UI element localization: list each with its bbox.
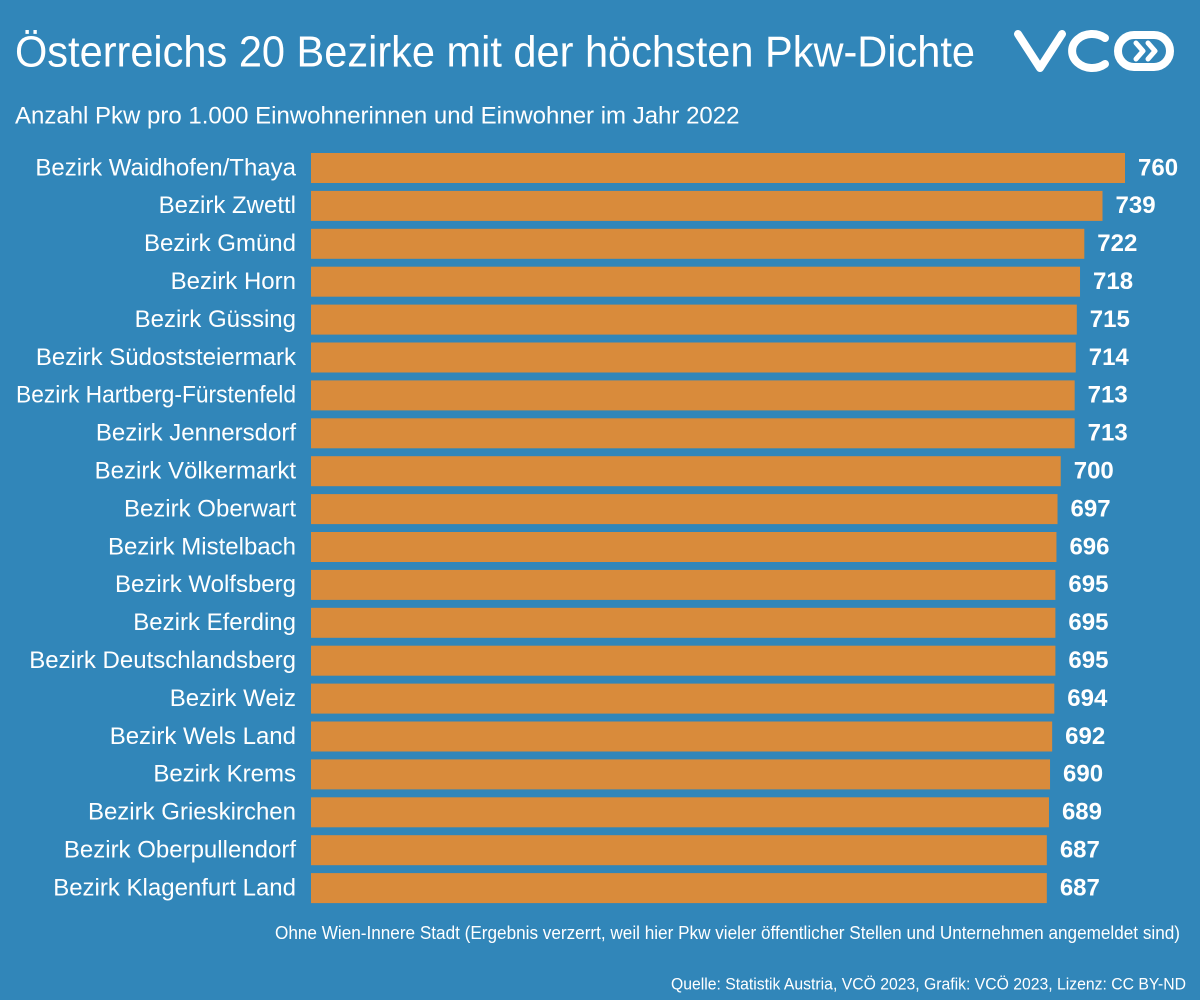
bar [311, 153, 1125, 183]
category-label: Bezirk Deutschlandsberg [29, 647, 296, 674]
bar [311, 342, 1076, 373]
value-label: 718 [1093, 268, 1133, 295]
value-label: 713 [1088, 382, 1128, 409]
bar [311, 797, 1049, 828]
category-label: Bezirk Zwettl [159, 192, 296, 219]
category-label: Bezirk Eferding [133, 609, 296, 636]
bar [311, 873, 1047, 904]
category-label: Bezirk Hartberg-Fürstenfeld [16, 382, 296, 409]
category-label: Bezirk Südoststeiermark [36, 344, 297, 371]
category-label: Bezirk Grieskirchen [88, 799, 296, 826]
category-label: Bezirk Weiz [170, 685, 296, 712]
category-label: Bezirk Klagenfurt Land [53, 874, 296, 901]
value-label: 687 [1060, 874, 1100, 901]
value-label: 760 [1138, 154, 1178, 181]
bar [311, 569, 1056, 600]
value-label: 715 [1090, 306, 1130, 333]
value-label: 739 [1116, 192, 1156, 219]
bar [311, 190, 1103, 221]
source: Quelle: Statistik Austria, VCÖ 2023, Gra… [671, 974, 1186, 993]
bar [311, 532, 1057, 562]
bar [311, 304, 1077, 335]
bar [311, 380, 1075, 411]
value-label: 700 [1074, 458, 1114, 485]
bar [311, 645, 1056, 676]
category-label: Bezirk Güssing [135, 306, 296, 333]
value-label: 687 [1060, 837, 1100, 864]
category-label: Bezirk Oberpullendorf [64, 837, 296, 864]
bar [311, 266, 1081, 297]
chart-title: Österreichs 20 Bezirke mit der höchsten … [15, 28, 975, 77]
value-label: 714 [1089, 344, 1130, 371]
bar [311, 683, 1055, 714]
bar [311, 759, 1051, 790]
value-label: 689 [1062, 799, 1102, 826]
category-label: Bezirk Gmünd [144, 230, 296, 257]
category-label: Bezirk Völkermarkt [95, 458, 297, 485]
bar [311, 228, 1085, 259]
category-label: Bezirk Jennersdorf [96, 420, 296, 447]
value-label: 695 [1068, 647, 1108, 674]
value-label: 697 [1071, 495, 1111, 522]
category-label: Bezirk Waidhofen/Thaya [35, 154, 296, 181]
chart-subtitle: Anzahl Pkw pro 1.000 Einwohnerinnen und … [15, 102, 739, 129]
value-label: 690 [1063, 761, 1103, 788]
value-label: 692 [1065, 723, 1105, 750]
value-label: 694 [1067, 685, 1108, 712]
footnote: Ohne Wien-Innere Stadt (Ergebnis verzerr… [275, 923, 1180, 943]
category-label: Bezirk Krems [153, 761, 296, 788]
category-label: Bezirk Oberwart [124, 495, 296, 522]
value-label: 722 [1097, 230, 1137, 257]
category-label: Bezirk Wolfsberg [115, 571, 296, 598]
category-label: Bezirk Mistelbach [108, 533, 296, 560]
bar [311, 835, 1047, 866]
bar [311, 418, 1075, 449]
bar [311, 607, 1056, 638]
bar [311, 494, 1058, 525]
bar [311, 456, 1061, 487]
category-label: Bezirk Horn [171, 268, 296, 295]
category-label: Bezirk Wels Land [110, 723, 296, 750]
value-label: 713 [1088, 420, 1128, 447]
logo [1014, 30, 1174, 72]
value-label: 695 [1068, 609, 1108, 636]
value-label: 695 [1068, 571, 1108, 598]
value-label: 696 [1069, 533, 1109, 560]
bar [311, 721, 1053, 752]
